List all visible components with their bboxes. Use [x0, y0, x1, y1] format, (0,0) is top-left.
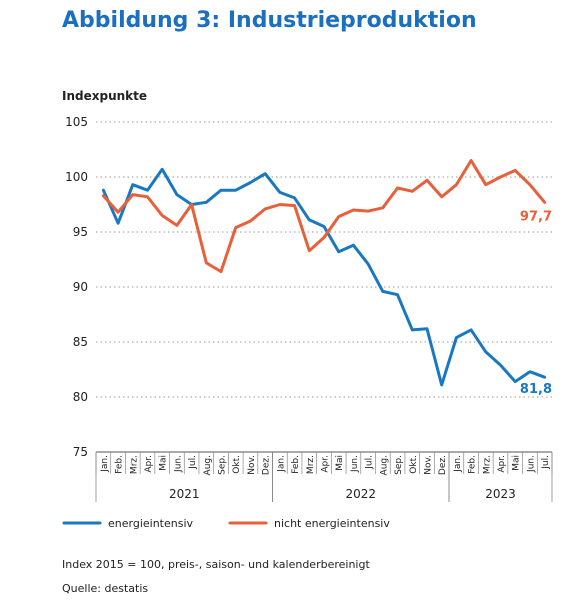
x-tick-label: Jul.	[541, 455, 551, 470]
y-tick-label: 85	[73, 335, 88, 349]
x-tick-label: Nov.	[247, 455, 257, 475]
x-tick-label: Jun.	[173, 455, 183, 473]
x-tick-label: Apr.	[497, 455, 507, 473]
y-axis-label: Indexpunkte	[62, 89, 147, 103]
series-line-nicht-energieintensiv	[101, 159, 547, 274]
x-tick-label: Feb.	[115, 455, 125, 474]
x-tick-label: Jun.	[350, 455, 360, 473]
grid-lines	[96, 121, 552, 398]
chart-title: Abbildung 3: Industrieproduktion	[62, 8, 477, 33]
source-note: Quelle: destatis	[62, 582, 149, 595]
legend-label: nicht energieintensiv	[274, 517, 390, 530]
x-tick-label: Aug.	[203, 455, 213, 475]
y-tick-label: 100	[65, 170, 88, 184]
y-tick-label: 105	[65, 115, 88, 129]
x-tick-label: Mai	[335, 455, 345, 471]
y-tick-label: 75	[73, 445, 88, 459]
x-tick-label: Jun.	[526, 455, 536, 473]
x-tick-label: Nov.	[423, 455, 433, 475]
x-tick-label: Jan.	[100, 455, 110, 473]
y-tick-label: 90	[73, 280, 88, 294]
x-tick-label: Mrz.	[482, 455, 492, 474]
year-label: 2022	[346, 487, 377, 501]
y-axis-ticks: 105 100 95 90 85 80 75	[65, 115, 88, 459]
end-value-label: 81,8	[520, 382, 552, 397]
x-tick-label: Apr.	[144, 455, 154, 473]
x-tick-label: Okt.	[409, 455, 419, 474]
x-tick-label: Mrz.	[306, 455, 316, 474]
x-tick-label: Jan.	[276, 455, 286, 473]
x-tick-label: Feb.	[468, 455, 478, 474]
x-tick-label: Jul.	[188, 455, 198, 470]
y-tick-label: 80	[73, 390, 88, 404]
end-labels: 81,8 97,7	[520, 209, 552, 397]
x-tick-label: Mai	[159, 455, 169, 471]
x-tick-label: Feb.	[291, 455, 301, 474]
x-tick-label: Jul.	[365, 455, 375, 470]
y-tick-label: 95	[73, 225, 88, 239]
x-tick-label: Jan.	[453, 455, 463, 473]
series-line-energieintensiv	[101, 167, 547, 387]
x-tick-label: Sep.	[218, 455, 228, 475]
x-tick-label: Mai	[512, 455, 522, 471]
x-tick-label: Mrz.	[129, 455, 139, 474]
x-tick-label: Dez.	[438, 455, 448, 475]
series-lines	[101, 159, 547, 387]
legend: energieintensiv nicht energieintensiv	[62, 517, 390, 530]
year-label: 2021	[169, 487, 200, 501]
x-tick-label: Dez.	[262, 455, 272, 475]
x-tick-label: Sep.	[394, 455, 404, 475]
end-value-label: 97,7	[520, 209, 552, 224]
x-tick-label: Okt.	[232, 455, 242, 474]
x-tick-label: Aug.	[379, 455, 389, 475]
year-label: 2023	[485, 487, 516, 501]
x-tick-label: Apr.	[321, 455, 331, 473]
x-axis: Jan. Feb. Mrz. Apr. Mai Jun. Jul. Aug. Sep. Okt. N…	[95, 451, 553, 502]
footnote: Index 2015 = 100, preis-, saison- und ka…	[62, 558, 370, 571]
legend-label: energieintensiv	[108, 517, 194, 530]
